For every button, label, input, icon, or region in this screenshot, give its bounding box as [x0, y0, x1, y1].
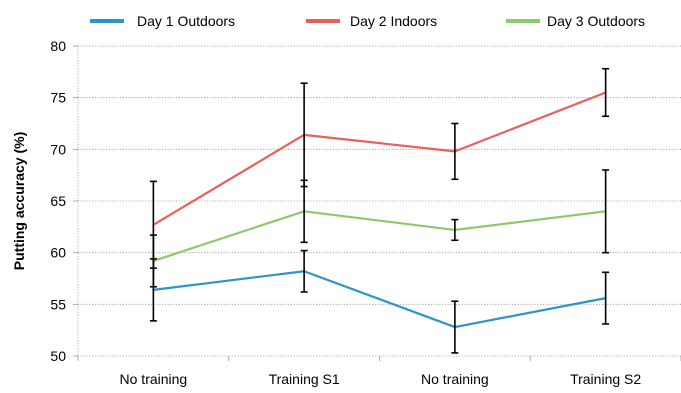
x-tick-label: Training S1	[269, 371, 340, 387]
legend-label: Day 1 Outdoors	[137, 13, 235, 29]
error-bar	[602, 271, 610, 325]
y-tick-label: 60	[50, 245, 66, 261]
error-bar	[602, 169, 610, 254]
error-bar	[300, 249, 308, 293]
x-tick-label: No training	[120, 371, 188, 387]
x-tick-label: No training	[421, 371, 489, 387]
series-line	[152, 91, 607, 226]
y-tick-label: 50	[50, 348, 66, 364]
y-tick-label: 70	[50, 141, 66, 157]
legend-label: Day 2 Indoors	[350, 13, 437, 29]
y-axis-label: Putting accuracy (%)	[11, 132, 27, 270]
series-lines	[152, 91, 607, 329]
y-tick-label: 75	[50, 90, 66, 106]
series-line	[152, 270, 607, 329]
axes: 50 55 60 65 70 75 80 No training Training S1 No t…	[50, 38, 681, 387]
y-tick-label: 55	[50, 296, 66, 312]
error-bar	[602, 67, 610, 118]
error-bar	[451, 300, 459, 354]
legend-item: Day 1 Outdoors	[90, 13, 235, 29]
error-bar	[451, 122, 459, 181]
error-bar	[300, 179, 308, 244]
error-bars	[149, 67, 610, 354]
series-line	[152, 210, 607, 263]
legend: Day 1 Outdoors Day 2 Indoors Day 3 Outdoor…	[90, 13, 645, 29]
y-tick-label: 80	[50, 38, 66, 54]
y-tick-label: 65	[50, 193, 66, 209]
legend-item: Day 2 Indoors	[306, 13, 437, 29]
legend-label: Day 3 Outdoors	[547, 13, 645, 29]
error-bar	[149, 234, 157, 288]
grid-lines	[78, 45, 681, 305]
error-bar	[451, 218, 459, 242]
legend-item: Day 3 Outdoors	[506, 13, 645, 29]
x-tick-label: Training S2	[570, 371, 641, 387]
